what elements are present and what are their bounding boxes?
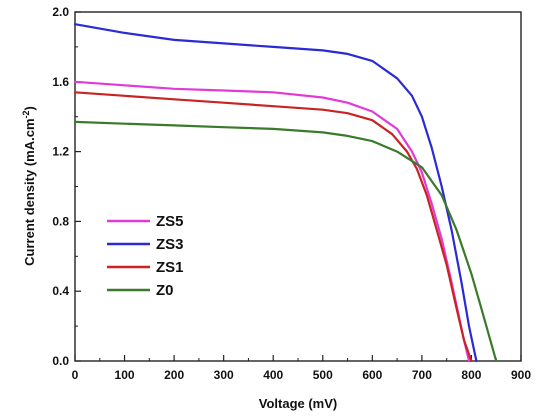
- y-tick-label: 0.8: [52, 214, 69, 228]
- y-axis-title-superscript: -2: [21, 110, 31, 118]
- y-axis-title-main: Current density (mA.cm: [22, 118, 37, 265]
- axis-ticks: 0 100 200 300 400 500 600 700 800 900 0.0 0.4 0.8 1.2…: [52, 5, 531, 382]
- legend-label-zs3: ZS3: [156, 236, 184, 253]
- x-tick-label: 100: [115, 368, 135, 382]
- legend-label-zs5: ZS5: [156, 213, 184, 230]
- y-tick-label: 1.2: [52, 145, 69, 159]
- x-tick-label: 400: [263, 368, 283, 382]
- x-tick-label: 800: [461, 368, 481, 382]
- x-tick-label: 300: [214, 368, 234, 382]
- series-line-z0: [73, 120, 498, 363]
- y-tick-label: 2.0: [52, 5, 69, 19]
- x-tick-label: 900: [511, 368, 531, 382]
- series-line-zs3: [73, 23, 478, 363]
- y-tick-label: 1.6: [52, 75, 69, 89]
- x-tick-label: 700: [412, 368, 432, 382]
- legend: ZS5 ZS3 ZS1 Z0: [107, 213, 184, 299]
- x-axis-title: Voltage (mV): [259, 396, 338, 411]
- series-line-zs1: [73, 91, 473, 363]
- y-tick-label: 0.0: [52, 354, 69, 368]
- legend-label-zs1: ZS1: [156, 259, 184, 276]
- y-axis-title: Current density (mA.cm-2): [21, 106, 37, 266]
- series-lines: [73, 23, 498, 363]
- x-tick-label: 600: [362, 368, 382, 382]
- x-tick-label: 500: [313, 368, 333, 382]
- legend-label-z0: Z0: [156, 282, 174, 299]
- y-axis-title-end: ): [22, 106, 37, 110]
- x-tick-label: 200: [164, 368, 184, 382]
- x-tick-label: 0: [72, 368, 79, 382]
- y-tick-label: 0.4: [52, 284, 69, 298]
- plot-area: [74, 11, 522, 362]
